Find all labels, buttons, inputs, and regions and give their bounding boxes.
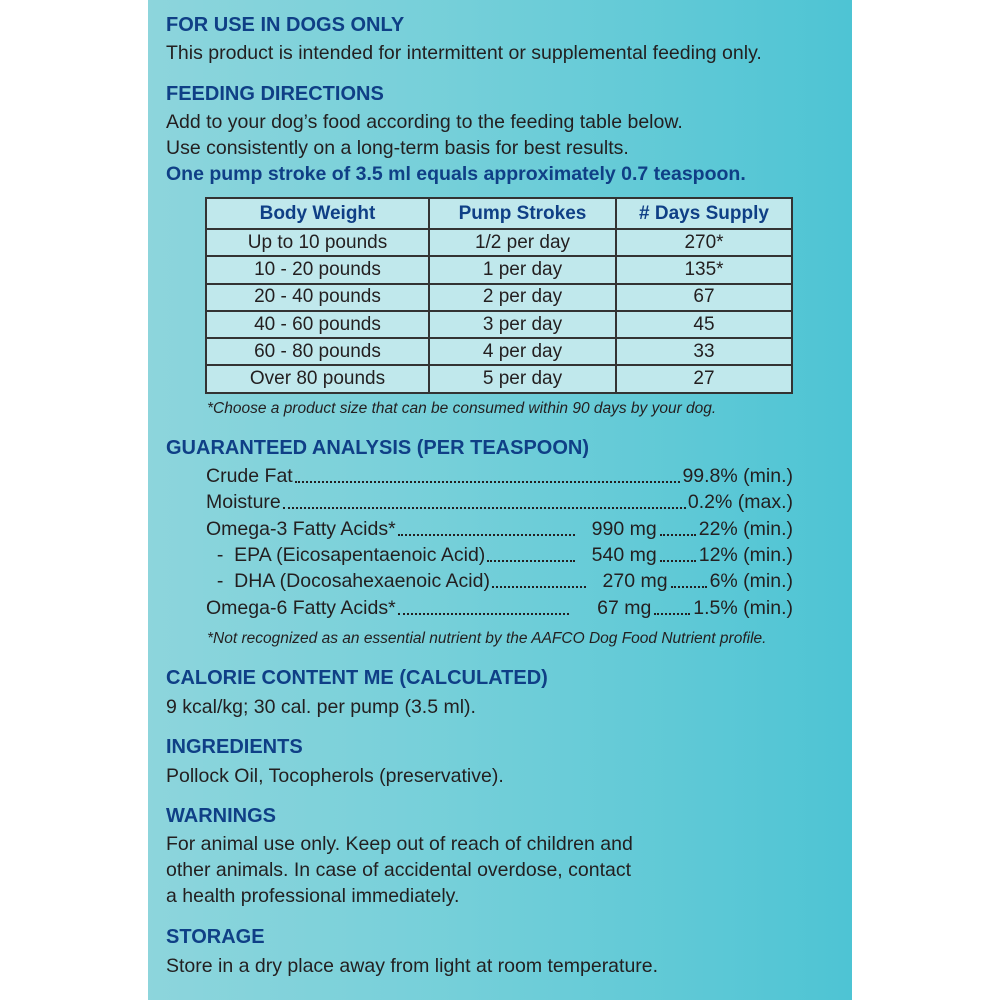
analysis-row: - EPA (Eicosapentaenoic Acid) 540 mg 12% (… xyxy=(206,544,793,567)
nutrient-percent: 1.5% (min.) xyxy=(693,596,793,619)
nutrient-percent: 0.2% (max.) xyxy=(687,491,793,514)
nutrient-mg: 540 mg xyxy=(591,543,657,566)
nutrient-percent: 22% (min.) xyxy=(698,517,793,540)
nutrient-percent: 99.8% (min.) xyxy=(682,465,793,487)
table-cell: 27 xyxy=(615,364,793,394)
label-panel xyxy=(148,0,852,1000)
table-row: Up to 10 pounds 1/2 per day 270* xyxy=(205,227,793,258)
table-row: 10 - 20 pounds 1 per day 135* xyxy=(205,255,793,285)
calorie-heading: CALORIE CONTENT ME (CALCULATED) xyxy=(166,667,548,689)
table-row: 40 - 60 pounds 3 per day 45 xyxy=(205,309,793,340)
warnings-line: For animal use only. Keep out of reach o… xyxy=(166,833,633,855)
nutrient-name: - DHA (Docosahexaenoic Acid) xyxy=(206,570,490,593)
storage-heading: STORAGE xyxy=(166,926,265,948)
table-cell: 5 per day xyxy=(428,364,617,394)
pump-note: One pump stroke of 3.5 ml equals approxi… xyxy=(166,163,746,185)
feeding-line: Add to your dog’s food according to the … xyxy=(166,111,683,133)
dot-leader xyxy=(294,481,681,483)
dot-leader xyxy=(487,559,575,562)
table-row: 60 - 80 pounds 4 per day 33 xyxy=(205,337,793,367)
analysis-footnote: *Not recognized as an essential nutrient… xyxy=(207,630,767,647)
dot-leader xyxy=(670,586,707,589)
nutrient-mg: 67 mg xyxy=(597,596,652,619)
column-header: Body Weight xyxy=(205,197,430,230)
analysis-row: Moisture 0.2% (max.) xyxy=(206,491,793,514)
table-cell: 270* xyxy=(615,227,793,258)
analysis-row: - DHA (Docosahexaenoic Acid) 270 mg 6% (mi… xyxy=(206,570,793,593)
table-cell: 2 per day xyxy=(428,282,617,312)
ingredients-heading: INGREDIENTS xyxy=(166,736,303,758)
table-cell: 67 xyxy=(615,282,793,312)
table-header-row: Body Weight Pump Strokes # Days Supply xyxy=(205,197,793,230)
table-cell: 1/2 per day xyxy=(428,227,617,258)
nutrient-mg: 270 mg xyxy=(602,570,668,593)
table-cell: 1 per day xyxy=(428,255,617,285)
nutrient-mg: 990 mg xyxy=(591,517,657,540)
table-cell: Up to 10 pounds xyxy=(205,227,430,258)
calorie-text: 9 kcal/kg; 30 cal. per pump (3.5 ml). xyxy=(166,696,476,718)
table-cell: 3 per day xyxy=(428,309,617,340)
table-cell: 10 - 20 pounds xyxy=(205,255,430,285)
analysis-row: Omega-3 Fatty Acids* 990 mg 22% (min.) xyxy=(206,518,793,541)
use-text: This product is intended for intermitten… xyxy=(166,42,762,64)
table-cell: 45 xyxy=(615,309,793,340)
nutrient-name: - EPA (Eicosapentaenoic Acid) xyxy=(206,543,486,566)
dot-leader xyxy=(659,559,696,562)
nutrient-name: Crude Fat xyxy=(206,465,293,487)
dot-leader xyxy=(282,507,686,510)
table-cell: 33 xyxy=(615,337,793,367)
table-cell: 60 - 80 pounds xyxy=(205,337,430,367)
table-cell: 135* xyxy=(615,255,793,285)
dot-leader xyxy=(491,586,586,589)
nutrient-name: Moisture xyxy=(206,491,281,514)
feeding-table: Body Weight Pump Strokes # Days Supply U… xyxy=(205,197,793,394)
nutrient-name: Omega-6 Fatty Acids* xyxy=(206,596,396,619)
ingredients-text: Pollock Oil, Tocopherols (preservative). xyxy=(166,765,504,787)
analysis-row: Crude Fat 99.8% (min.) xyxy=(206,465,793,488)
table-row: Over 80 pounds 5 per day 27 xyxy=(205,364,793,394)
table-cell: Over 80 pounds xyxy=(205,364,430,394)
nutrient-percent: 12% (min.) xyxy=(698,543,793,566)
analysis-heading: GUARANTEED ANALYSIS (PER TEASPOON) xyxy=(166,437,590,459)
nutrient-name: Omega-3 Fatty Acids* xyxy=(206,517,396,540)
table-cell: 20 - 40 pounds xyxy=(205,282,430,312)
warnings-line: a health professional immediately. xyxy=(166,885,460,907)
feeding-heading: FEEDING DIRECTIONS xyxy=(166,83,384,105)
dot-leader xyxy=(397,533,575,536)
use-heading: FOR USE IN DOGS ONLY xyxy=(166,14,405,36)
nutrient-percent: 6% (min.) xyxy=(709,570,793,593)
table-row: 20 - 40 pounds 2 per day 67 xyxy=(205,282,793,312)
analysis-row: Omega-6 Fatty Acids* 67 mg 1.5% (min.) xyxy=(206,597,793,620)
column-header: Pump Strokes xyxy=(428,197,617,230)
table-cell: 40 - 60 pounds xyxy=(205,309,430,340)
table-cell: 4 per day xyxy=(428,337,617,367)
warnings-heading: WARNINGS xyxy=(166,805,276,827)
dot-leader xyxy=(654,612,691,615)
feeding-line: Use consistently on a long-term basis fo… xyxy=(166,137,629,159)
table-footnote: *Choose a product size that can be consu… xyxy=(207,400,717,417)
warnings-line: other animals. In case of accidental ove… xyxy=(166,859,632,881)
storage-text: Store in a dry place away from light at … xyxy=(166,955,659,977)
dot-leader xyxy=(397,612,570,615)
dot-leader xyxy=(659,533,696,536)
column-header: # Days Supply xyxy=(615,197,793,230)
